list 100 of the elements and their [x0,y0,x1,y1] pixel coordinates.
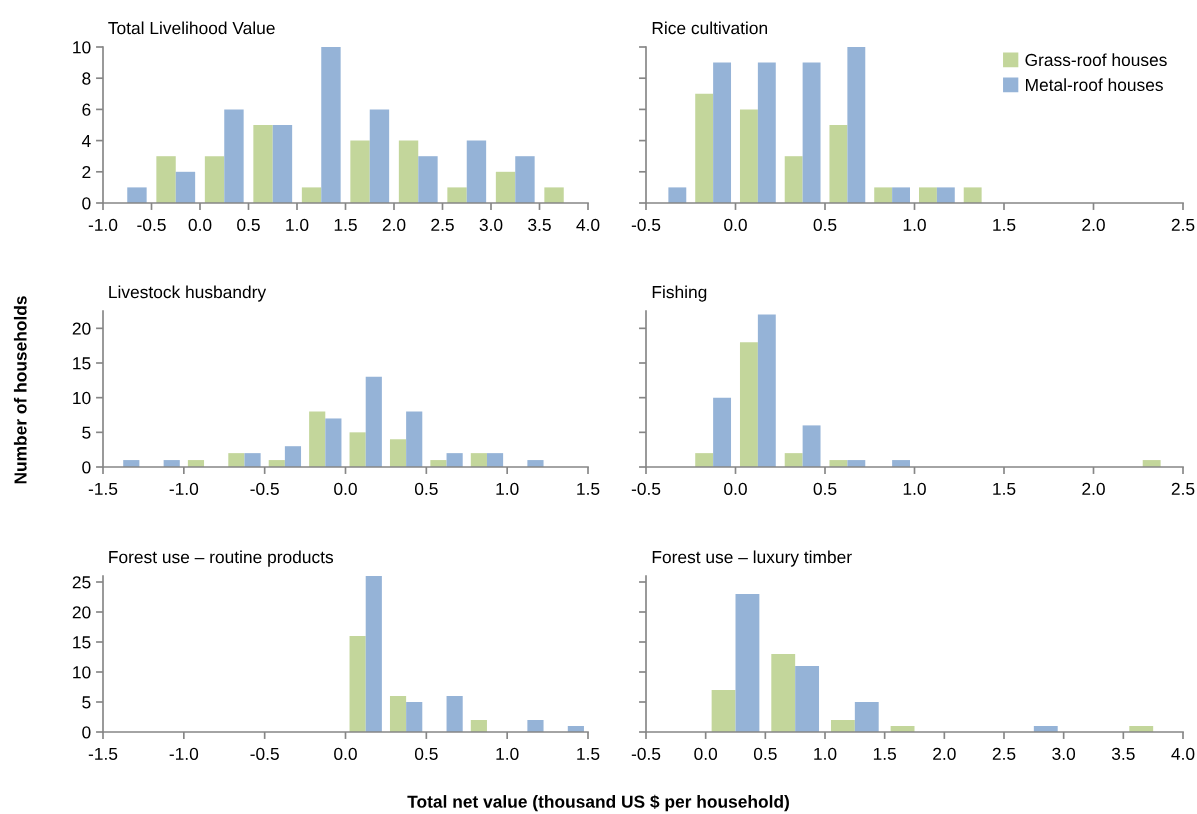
y-tick-label: 0 [82,197,91,210]
chart-title: Rice cultivation [652,21,767,35]
legend-label: Metal-roof houses [1026,78,1163,92]
y-tick-label: 10 [73,391,91,405]
bar [309,411,326,467]
bar [389,696,407,732]
bar [466,140,487,203]
x-tick-label: -1.0 [169,747,199,761]
y-tick-label: 0 [82,461,91,474]
bar [829,125,848,203]
x-tick-label: 3.5 [528,218,551,232]
bar [204,156,225,203]
x-tick-label: 1.5 [577,482,600,496]
bar [325,418,342,467]
y-tick-label: 5 [82,426,91,439]
bar [430,460,447,467]
x-tick-label: -0.5 [250,747,279,761]
bar [892,187,911,203]
x-tick-label: -0.5 [631,218,661,232]
x-tick-label: 2.0 [1082,482,1105,496]
bar [253,125,273,203]
x-tick-label: 2.5 [1171,482,1195,496]
bar [389,439,407,467]
x-tick-label: -0.5 [631,482,661,496]
bar [369,109,390,203]
bar [695,93,714,203]
x-tick-label: 0.0 [694,747,718,761]
x-tick-label: 2.0 [382,218,406,232]
bar [874,187,893,203]
bar [224,109,244,203]
bar [739,342,758,467]
x-tick-label: 0.5 [753,747,777,761]
bar [301,187,322,203]
x-tick-label: -1.5 [88,482,118,496]
y-tick-label: 20 [72,322,91,335]
bar [446,453,463,467]
x-tick-label: -0.5 [250,482,279,496]
bar [795,666,820,732]
x-tick-label: 3.0 [1052,747,1076,761]
bar [784,453,803,467]
x-tick-label: 0.5 [813,218,837,232]
bar [527,460,544,467]
chart-title: Fishing [652,285,707,302]
y-axis-title: Number of households [13,296,27,484]
x-tick-label: 1.0 [814,747,837,761]
y-tick-label: 15 [73,636,91,649]
x-tick-label: 0.5 [813,482,837,496]
bar [350,140,370,203]
bar [486,453,504,467]
x-tick-label: 0.0 [188,218,212,232]
x-tick-label: 1.5 [993,218,1016,232]
x-tick-label: 1.0 [496,482,519,496]
bar [495,171,516,203]
chart-title: Total Livelihood Value [108,21,275,35]
y-tick-label: 25 [72,576,91,589]
bar [365,576,382,732]
y-tick-label: 2 [82,165,91,179]
bar [365,376,382,467]
x-tick-label: 4.0 [1171,747,1195,761]
x-tick-label: 0.0 [334,747,357,761]
x-tick-label: 0.5 [414,482,438,496]
bar [918,187,937,203]
bar [515,156,535,203]
bar [771,654,796,732]
legend-label: Grass-roof houses [1025,53,1167,67]
bar [668,187,687,203]
x-tick-label: 2.5 [992,747,1016,761]
x-tick-label: 3.5 [1111,747,1135,761]
bar [406,411,423,467]
y-tick-label: 8 [82,72,91,85]
bar [544,187,564,203]
bar [398,140,419,203]
bar [757,314,776,467]
bar [830,720,855,732]
y-tick-label: 20 [72,606,91,619]
x-tick-label: 1.0 [903,218,926,232]
bar [854,702,879,732]
x-tick-label: 1.0 [903,482,926,496]
x-tick-label: 2.5 [431,218,454,232]
bar [156,156,176,203]
x-tick-label: 1.5 [334,218,357,232]
x-tick-label: -1.5 [88,747,118,761]
bar [228,453,245,467]
x-tick-label: 0.0 [334,482,357,496]
bar [784,156,803,203]
chart-title: Forest use – routine products [109,550,334,567]
bar [284,446,302,467]
x-tick-label: 2.0 [933,747,956,761]
bar [757,62,776,203]
x-tick-label: 1.5 [577,747,600,761]
bar [127,187,147,203]
x-tick-label: -1.0 [88,218,118,232]
bar [349,432,366,467]
bar [711,690,736,732]
y-tick-label: 10 [73,41,91,54]
x-tick-label: 3.0 [479,218,503,232]
x-tick-label: 4.0 [576,218,600,232]
x-tick-label: -0.5 [137,218,166,232]
y-tick-label: 0 [82,726,91,739]
y-tick-label: 5 [82,696,91,709]
